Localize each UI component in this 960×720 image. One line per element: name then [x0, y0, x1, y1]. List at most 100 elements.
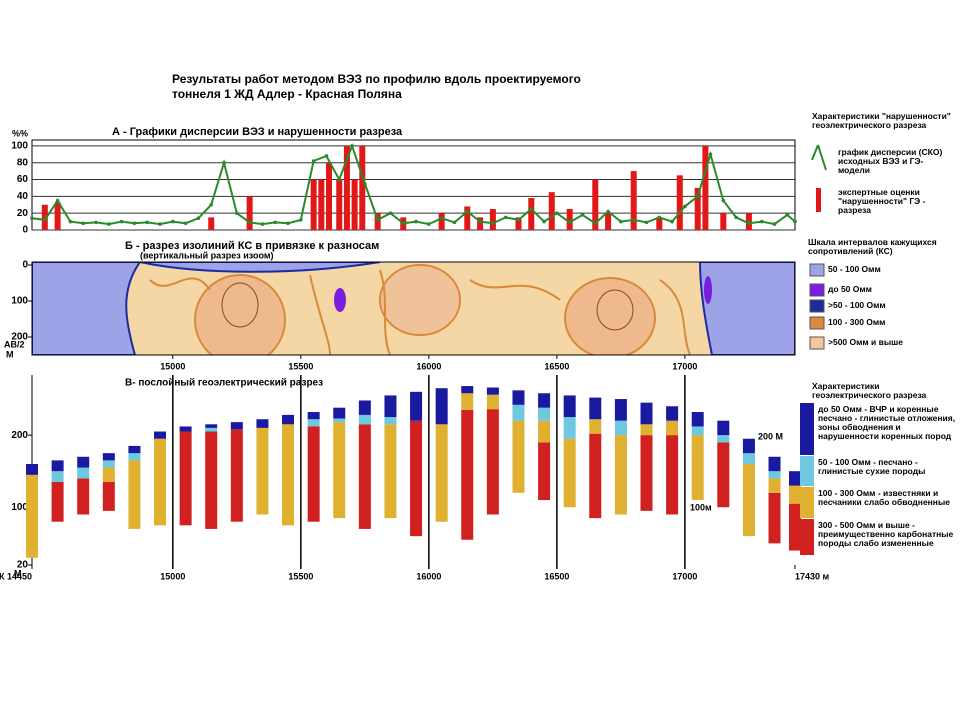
layer-segment	[77, 467, 90, 479]
bar	[318, 179, 325, 230]
legend-entry: 50 - 100 Омм - песчано - глинистые сухие…	[818, 457, 926, 476]
layer-segment	[256, 419, 269, 428]
y-tick-label: 20	[17, 208, 29, 219]
y-axis-label: %%	[12, 128, 28, 138]
y-tick-label: 80	[17, 157, 29, 168]
layer-segment	[789, 471, 801, 486]
legend-entry: >500 Омм и выше	[828, 337, 903, 347]
line-marker	[516, 218, 521, 222]
layer-segment	[461, 409, 474, 540]
line-marker	[606, 209, 610, 214]
layer-segment	[563, 417, 576, 439]
layer-segment	[205, 427, 218, 432]
line-marker	[81, 221, 86, 226]
bar	[694, 187, 701, 230]
layer-segment	[768, 478, 781, 493]
annotation: 100м	[690, 502, 712, 512]
layer-segment	[307, 419, 320, 427]
legend-swatch	[809, 299, 825, 313]
bar	[528, 198, 535, 230]
legend-swatch	[800, 519, 814, 555]
layer-segment	[614, 399, 627, 421]
legend-line-icon	[817, 144, 827, 171]
chart-title: В- послойный геоэлектрический разрез	[125, 378, 323, 389]
line-marker	[158, 222, 162, 226]
layer-segment	[128, 460, 141, 529]
layer-segment	[486, 394, 499, 410]
line-marker	[529, 207, 534, 211]
legend-entry: до 50 Омм	[828, 284, 872, 294]
layer-segment	[410, 420, 423, 537]
bar	[720, 213, 727, 230]
plot-frame	[31, 261, 796, 356]
x-tick-label: 15000	[160, 361, 185, 371]
line-marker	[644, 220, 649, 225]
layer-segment	[768, 471, 781, 479]
layer-segment	[333, 422, 346, 519]
line-marker	[273, 220, 278, 225]
line-marker	[311, 159, 316, 163]
layer-segment	[205, 431, 218, 529]
bar	[336, 179, 343, 230]
line-marker	[299, 218, 303, 222]
layer-segment	[26, 463, 38, 475]
layer-segment	[128, 453, 141, 461]
bar	[246, 196, 253, 230]
line-marker	[542, 219, 546, 224]
layer-segment	[410, 391, 423, 421]
layer-segment	[512, 420, 525, 493]
line-marker	[222, 160, 226, 165]
layer-segment	[691, 435, 704, 501]
layer-segment	[589, 397, 602, 420]
line-marker	[107, 222, 111, 226]
line-marker	[785, 213, 790, 217]
line-marker	[793, 219, 797, 224]
bar	[438, 213, 445, 230]
layer-segment	[640, 435, 653, 511]
layer-segment	[666, 420, 679, 436]
line-marker	[414, 219, 418, 224]
legend-title: Шкала интервалов кажущихся сопротивлений…	[808, 237, 937, 256]
legend-entry: 50 - 100 Омм	[828, 264, 881, 274]
bar	[605, 213, 612, 230]
layer-segment	[51, 460, 64, 472]
line-marker	[503, 215, 508, 220]
layer-segment	[358, 414, 371, 425]
y-tick-label: 100	[11, 502, 28, 513]
layer-segment	[512, 390, 525, 405]
y-tick-label: 200	[11, 332, 28, 343]
line-marker	[427, 222, 431, 226]
layer-segment	[589, 433, 602, 519]
layer-segment	[102, 467, 115, 483]
bar	[702, 145, 709, 230]
bar	[489, 208, 496, 230]
line-marker	[747, 221, 751, 226]
line-marker	[683, 204, 687, 209]
x-tick-label: 17000	[672, 571, 697, 581]
layer-segment	[538, 393, 551, 408]
line-marker	[759, 219, 764, 224]
bar	[310, 179, 317, 230]
layer-segment	[742, 453, 755, 464]
layer-segment	[614, 420, 627, 436]
y-axis-unit: М	[6, 349, 14, 359]
line-marker	[593, 221, 598, 226]
layer-segment	[435, 388, 448, 425]
line-marker	[375, 218, 380, 222]
line-marker	[465, 209, 470, 214]
bar	[548, 192, 555, 230]
bar	[54, 202, 61, 230]
bar	[326, 162, 333, 230]
line-marker	[94, 220, 98, 225]
legend-swatch	[800, 487, 814, 518]
layer-segment	[717, 420, 730, 436]
layer-segment	[717, 442, 730, 508]
contour-field	[32, 262, 795, 355]
line-marker	[657, 215, 662, 220]
bar	[351, 179, 358, 230]
line-marker	[772, 222, 777, 226]
line-marker	[196, 216, 201, 221]
layer-segment	[538, 442, 551, 501]
line-marker	[439, 216, 444, 221]
